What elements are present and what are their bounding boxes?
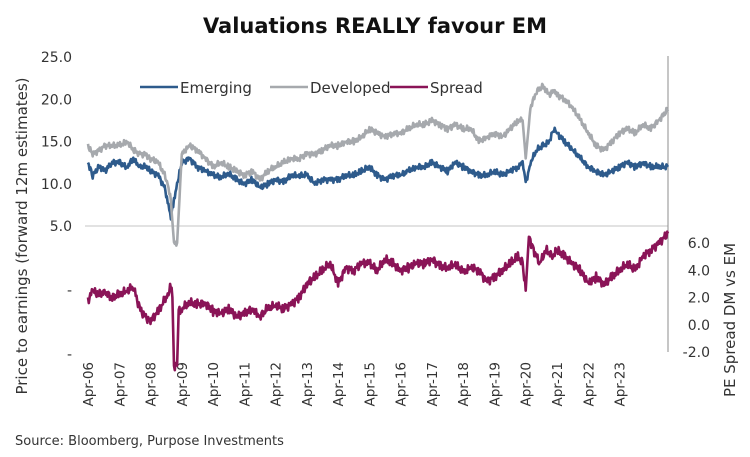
series-line-emerging	[86, 126, 670, 221]
x-tick-label: Apr-18	[456, 362, 472, 407]
legend-label-developed: Developed	[310, 79, 391, 97]
left-tick-label: 25.0	[41, 50, 72, 66]
x-tick-label: Apr-21	[550, 362, 566, 407]
right-tick-label: 2.0	[688, 291, 710, 307]
x-axis-ticks: Apr-06 Apr-07 Apr-08 Apr-09 Apr-10 Apr-11 Apr-…	[81, 362, 629, 407]
y-axis-label-right: PE Spread DM vs EM	[721, 243, 739, 397]
right-axis-ticks: 6.0 4.0 2.0 0.0 -2.0	[683, 236, 710, 361]
y-axis-label-left: Price to earnings (forward 12m estimates…	[13, 77, 31, 394]
x-tick-label: Apr-20	[519, 362, 535, 407]
legend-label-spread: Spread	[430, 79, 483, 97]
left-tick-label: 10.0	[41, 177, 72, 193]
right-tick-label: 4.0	[688, 263, 710, 279]
left-tick-label: 5.0	[50, 219, 72, 235]
series-line-spread	[86, 230, 670, 372]
right-tick-label: 0.0	[688, 318, 710, 334]
x-tick-label: Apr-07	[112, 362, 128, 407]
x-tick-label: Apr-16	[394, 362, 410, 407]
x-tick-label: Apr-08	[144, 362, 160, 407]
chart-title: Valuations REALLY favour EM	[203, 14, 547, 38]
left-tick-label: 20.0	[41, 92, 72, 108]
x-tick-label: Apr-09	[175, 362, 191, 407]
x-tick-label: Apr-06	[81, 362, 97, 407]
right-tick-label: -2.0	[683, 345, 710, 361]
series-line-developed	[86, 82, 670, 247]
x-tick-label: Apr-11	[237, 362, 253, 407]
x-tick-label: Apr-17	[425, 362, 441, 407]
left-tick-label: -	[67, 283, 72, 299]
legend-label-emerging: Emerging	[180, 79, 252, 97]
x-tick-label: Apr-23	[613, 362, 629, 407]
left-tick-label: -	[67, 347, 72, 363]
left-tick-label: 15.0	[41, 135, 72, 151]
legend: Emerging Developed Spread	[140, 79, 483, 97]
x-tick-label: Apr-22	[581, 362, 597, 407]
x-tick-label: Apr-19	[487, 362, 503, 407]
source-note: Source: Bloomberg, Purpose Investments	[15, 434, 284, 449]
x-tick-label: Apr-10	[206, 362, 222, 407]
x-tick-label: Apr-13	[300, 362, 316, 407]
x-tick-label: Apr-15	[362, 362, 378, 407]
left-axis-ticks: 25.0 20.0 15.0 10.0 5.0 - -	[41, 50, 72, 363]
x-tick-label: Apr-14	[331, 362, 347, 407]
series-lines	[86, 82, 670, 372]
x-tick-label: Apr-12	[269, 362, 285, 407]
right-tick-label: 6.0	[688, 236, 710, 252]
